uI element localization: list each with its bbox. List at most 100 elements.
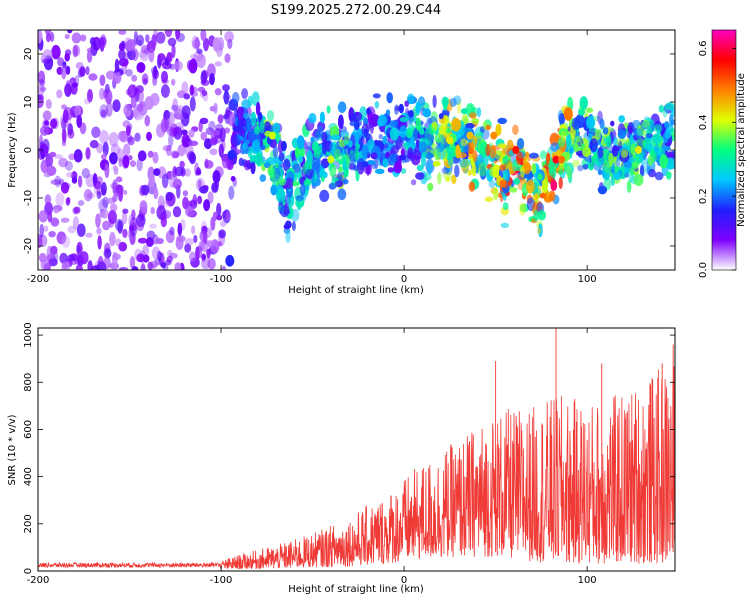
spectrogram-cell [502,156,509,164]
spectrogram-cell [72,207,79,215]
spectrogram-cell [613,171,621,181]
colorbar-tick-label: 0.4 [698,114,709,130]
spectrogram-cell [559,137,567,153]
spectrogram-cell [647,154,654,166]
spectrogram-cell [196,53,206,69]
spectrogram-cell [169,176,174,188]
spectrogram-cell [626,180,632,193]
spectrogram-cell [652,133,662,144]
spectrogram-cell [279,178,287,186]
spectrogram-cell [610,120,615,127]
spectrogram-cell [571,117,581,131]
spectrogram-cell [441,96,449,107]
spectrogram-cell [497,143,507,149]
spectrogram-cell [44,194,52,205]
spectrogram-cell [568,147,574,154]
spectrogram-cell [151,246,161,260]
spectrogram-cell [50,245,58,255]
spectrogram-cell [177,222,183,236]
spectrogram-cell [306,150,314,164]
spectrogram-cell [382,135,388,145]
spectrogram-cell [122,228,128,238]
spectrogram-cell [338,139,346,148]
spectrogram-cell [291,221,296,231]
spectrogram-cell [155,237,164,245]
spectrogram-cell [101,209,109,219]
spectrogram-cell [98,198,108,213]
spectrogram-cell [200,79,210,86]
spectrogram-cell [128,214,135,228]
spectrogram-cell [67,254,76,262]
spectrogram-cell [107,197,116,204]
spectrogram-cell [228,149,239,157]
spectrogram-cell [181,105,191,119]
spectrogram-cell [451,118,461,132]
spectrogram-cell [130,160,136,168]
spectrogram-cell [467,169,472,176]
spectrogram-cell [460,138,468,147]
snr-y-ticks: 0 200 400 600 800 1000 [23,322,675,574]
spectrogram-cell [157,166,167,179]
spectrogram-cell [44,194,52,205]
spectrogram-cell [189,152,196,165]
spectrogram-cell [267,166,276,177]
spectrogram-cell [55,192,65,207]
spectrogram-cell [64,83,72,97]
spectrogram-cell [319,111,325,124]
spectrogram-cell [74,104,81,117]
spectrogram-cell [166,127,174,136]
spectrogram-cell [266,110,275,122]
spectrogram-cell [666,163,675,169]
spectrogram-cell [46,165,57,176]
spectrogram-cell [434,148,441,161]
spectrogram-cell [155,31,166,44]
spectrogram-cell [305,169,315,179]
spectrogram-cell [182,196,189,210]
spectrogram-cell [432,94,437,108]
spectrogram-cell [566,165,572,179]
spectrogram-cell [586,107,593,113]
spectrogram-cell [56,89,63,99]
spectrogram-cell [449,97,457,107]
spectrogram-cell [366,160,376,166]
spectrogram-cell [136,34,145,47]
snr-marks [38,328,675,570]
spectrogram-cell [142,244,150,256]
spectrogram-cell [366,107,371,115]
spectrogram-cell [39,223,44,238]
spectrogram-cell [97,235,102,250]
spectrogram-cell [349,113,356,122]
spectrogram-cell [250,111,257,127]
spectrogram-cell [415,117,422,131]
spectrogram-cell [538,223,543,238]
spectrogram-cell [467,140,475,155]
colorbar-ticks: 0.0 0.2 0.4 0.6 [698,41,736,278]
spectrogram-cell [308,113,317,124]
spectrogram-hotspot [446,136,454,145]
spectrogram-cell [180,167,186,177]
spectrogram-cell [160,118,168,133]
spectrogram-cell [249,154,259,164]
spectrogram-cell [85,66,90,76]
spectrogram-cell [549,166,557,178]
spectrogram-cell [654,142,660,156]
spectrogram-cell [77,200,85,206]
spectrogram-cell [484,196,494,202]
spectrogram-cell [110,203,118,212]
spectrogram-cell [96,227,102,235]
spectrogram-cell [125,69,133,77]
spectrogram-cell [203,199,211,212]
spectrogram-cell [227,111,236,127]
spectrogram-cell [227,160,234,170]
spectrogram-cell [45,32,51,43]
spectrogram-cell [190,54,198,60]
colorbar-label: Normalized spectral amplitude [736,73,747,227]
spectrogram-cell [492,164,500,178]
spectrogram-cell [227,150,237,160]
spectrogram-cell [399,116,408,123]
spectrogram-cell [197,195,203,205]
spectrogram-cell [160,262,166,269]
spectrogram-cell [242,142,248,150]
